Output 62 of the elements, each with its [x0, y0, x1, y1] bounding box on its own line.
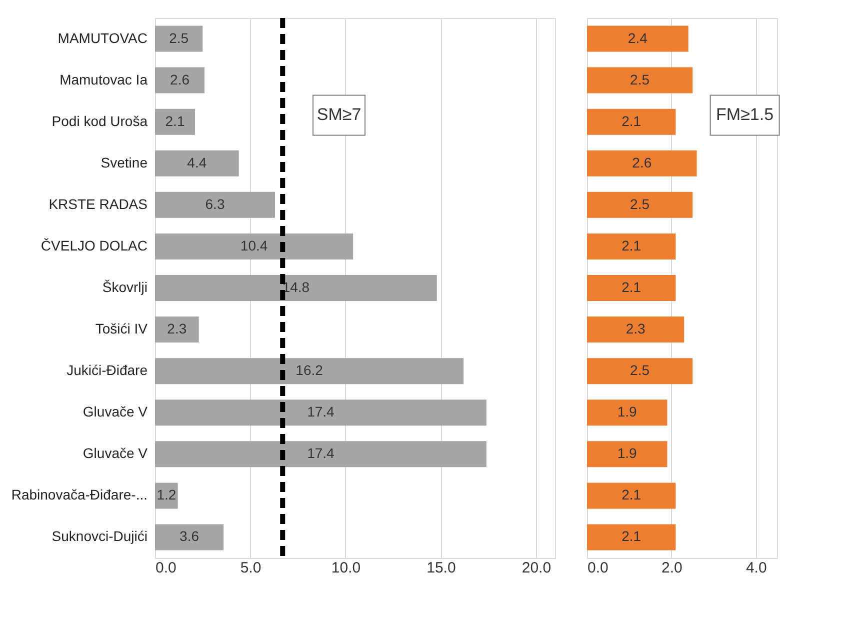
- data-label: 1.9: [617, 445, 638, 462]
- data-label: 2.5: [630, 362, 650, 378]
- data-label: 2.6: [632, 154, 652, 170]
- y-tick-label: Mamutovac Ia: [60, 71, 148, 88]
- x-tick-label: 0.0: [156, 560, 176, 576]
- x-tick-label: 0.0: [588, 560, 608, 576]
- data-label: 2.1: [622, 279, 642, 295]
- annotation: FM≥1.5: [716, 105, 774, 124]
- bar: [155, 108, 195, 135]
- data-label: 2.1: [622, 112, 642, 129]
- bar: [155, 275, 437, 301]
- bar: [155, 400, 486, 426]
- data-label: 6.3: [205, 196, 225, 212]
- data-label: 2.5: [169, 30, 189, 46]
- y-tick-label: Rabinovača-Điđare-...: [11, 486, 148, 503]
- y-tick-label: Podi kod Uroša: [52, 112, 148, 129]
- y-tick-label: Jukići-Điđare: [66, 362, 148, 378]
- data-label: 2.3: [167, 320, 187, 337]
- bar: [155, 150, 239, 176]
- y-tick-label: KRSTE RADAS: [48, 196, 148, 212]
- annotation: SM≥7: [316, 105, 362, 124]
- y-tick-label: Gluvače V: [82, 404, 148, 420]
- data-label: 2.1: [622, 528, 642, 544]
- bar: [155, 441, 486, 468]
- y-tick-label: ČVELJO DOLAC: [40, 237, 148, 254]
- data-label: 16.2: [296, 362, 324, 378]
- bar: [155, 524, 224, 550]
- bar: [155, 67, 205, 94]
- data-label: 4.4: [187, 154, 207, 170]
- y-tick-label: Škovrlji: [102, 279, 148, 295]
- x-tick-label: 2.0: [662, 560, 682, 576]
- y-tick-label: Tošići IV: [95, 320, 148, 337]
- x-tick-label: 10.0: [331, 560, 361, 576]
- data-label: 2.3: [626, 320, 646, 337]
- data-label: 17.4: [307, 404, 335, 420]
- bar: [155, 192, 275, 218]
- data-label: 1.9: [617, 404, 638, 420]
- x-tick-label: 5.0: [240, 560, 262, 576]
- bar: [155, 482, 178, 509]
- y-tick-label: MAMUTOVAC: [58, 30, 148, 46]
- data-label: 10.4: [240, 237, 268, 254]
- x-tick-label: 15.0: [426, 560, 456, 576]
- data-label: 14.8: [282, 279, 310, 295]
- data-label: 2.4: [628, 30, 648, 46]
- bar: [155, 26, 203, 52]
- data-label: 2.1: [622, 237, 642, 254]
- data-label: 17.4: [307, 445, 335, 462]
- y-tick-label: Gluvače V: [82, 445, 148, 462]
- data-label: 2.6: [170, 71, 190, 88]
- data-label: 2.5: [630, 71, 650, 88]
- x-tick-label: 20.0: [522, 560, 552, 576]
- y-tick-label: Svetine: [100, 154, 148, 170]
- bar: [155, 358, 464, 384]
- x-tick-label: 4.0: [746, 560, 767, 576]
- y-tick-label: Suknovci-Dujići: [52, 528, 148, 544]
- data-label: 2.1: [622, 486, 642, 503]
- bar: [155, 316, 199, 343]
- bar: [155, 233, 354, 260]
- data-label: 1.2: [156, 486, 176, 503]
- data-label: 2.1: [165, 112, 185, 129]
- data-label: 3.6: [180, 528, 200, 544]
- data-label: 2.5: [630, 196, 650, 212]
